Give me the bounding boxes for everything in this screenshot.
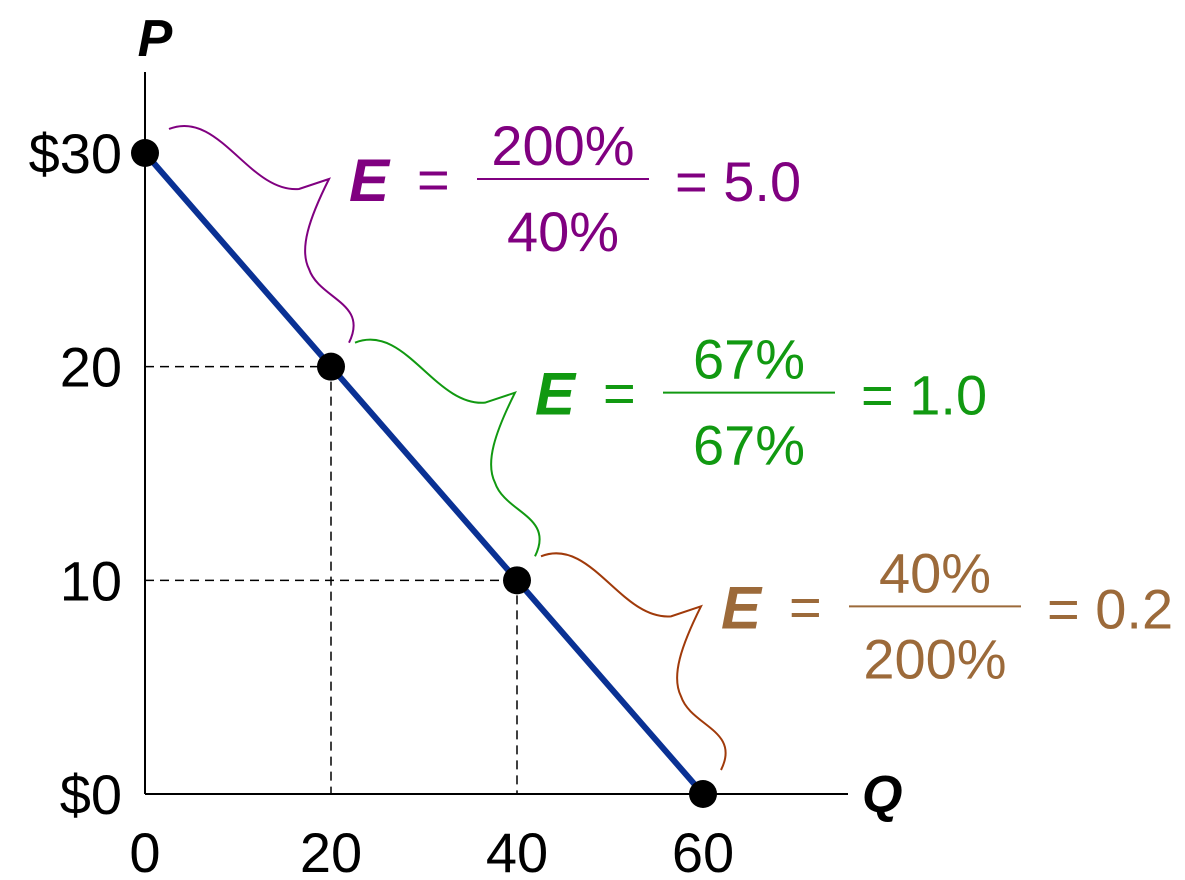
curly-brace <box>540 552 727 771</box>
x-tick-label: 40 <box>486 821 548 875</box>
tick-labels: 0 20 40 60 $30 20 10 $0 <box>29 122 735 880</box>
numerator: 200% <box>491 114 634 177</box>
x-axis-label: Q <box>862 766 902 824</box>
elasticity-result: = 1.0 <box>861 364 987 427</box>
elasticity-annotation: E = 67% 67% = 1.0 <box>354 328 987 557</box>
guide-lines <box>145 365 518 794</box>
y-tick-label: $30 <box>29 122 122 185</box>
data-point <box>503 566 531 595</box>
elasticity-annotation: E = 200% 40% = 5.0 <box>168 114 801 344</box>
equals-sign: = <box>603 362 636 425</box>
elasticity-symbol: E <box>535 361 577 428</box>
curly-brace <box>168 125 355 344</box>
elasticity-result: = 0.2 <box>1047 577 1173 640</box>
elasticity-symbol: E <box>721 574 763 641</box>
elasticity-result: = 5.0 <box>675 150 801 213</box>
numerator: 67% <box>693 328 805 391</box>
x-tick-label: 60 <box>672 821 734 875</box>
y-tick-label: $0 <box>60 763 122 826</box>
y-axis-label: P <box>138 10 173 68</box>
data-point <box>689 780 717 808</box>
equals-sign: = <box>417 148 450 211</box>
demand-line <box>142 150 706 797</box>
numerator: 40% <box>879 541 991 604</box>
denominator: 200% <box>863 627 1006 690</box>
demand-series <box>131 139 717 808</box>
y-tick-label: 20 <box>60 336 122 399</box>
denominator: 67% <box>693 414 805 477</box>
data-point <box>131 139 159 167</box>
x-tick-label: 20 <box>300 821 362 875</box>
data-point <box>317 352 345 381</box>
elasticity-symbol: E <box>349 147 391 214</box>
elasticity-annotation: E = 40% 200% = 0.2 <box>540 541 1173 771</box>
x-tick-label: 0 <box>129 821 160 875</box>
denominator: 40% <box>507 200 619 263</box>
y-tick-label: 10 <box>60 549 122 612</box>
curly-brace <box>354 338 541 557</box>
elasticity-annotations: E = 200% 40% = 5.0 E = 67% 67% = 1.0 E = 40% 200% = 0.… <box>168 114 1173 771</box>
equals-sign: = <box>789 575 822 638</box>
